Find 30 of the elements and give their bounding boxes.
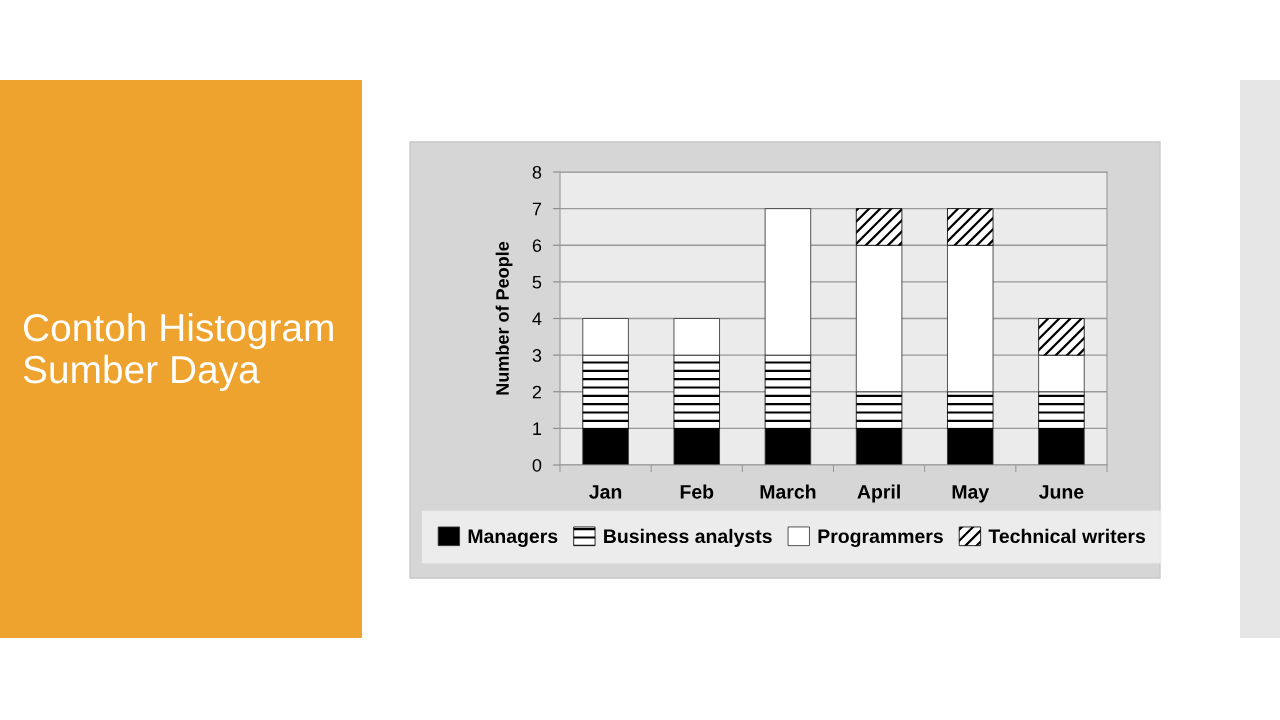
bar [855, 208, 903, 246]
y-tick-label: 8 [532, 165, 542, 179]
x-tick-label: May [952, 485, 990, 503]
bar [1038, 318, 1085, 356]
y-tick-label: 1 [533, 422, 542, 435]
bar [764, 208, 812, 356]
text: Contoh Histogram Sumber Daya [23, 312, 333, 392]
y-tick-label: 7 [532, 202, 542, 216]
bar [947, 244, 994, 393]
x-tick-label: Jan [589, 485, 622, 499]
y-tick-label: 5 [532, 276, 542, 289]
y-tick-label: 0 [532, 458, 542, 472]
y-axis-title: Number of People [495, 241, 513, 395]
x-tick-label: April [857, 484, 900, 503]
x-tick-label: Feb [680, 484, 714, 499]
x-tick-label: June [1039, 485, 1084, 499]
y-tick-label: 3 [532, 349, 542, 362]
legend-label: Programmers [818, 529, 943, 548]
bar [947, 208, 994, 246]
bar [582, 318, 629, 356]
y-tick-label: 4 [532, 312, 542, 326]
legend-label: Managers [468, 529, 558, 548]
x-tick-label: March [760, 484, 816, 499]
legend-label: Business analysts [604, 528, 772, 547]
y-tick-label: 2 [532, 385, 542, 399]
bar [1038, 354, 1085, 393]
legend-label: Technical writers [988, 528, 1146, 544]
bar [855, 244, 903, 393]
y-tick-label: 6 [532, 239, 542, 252]
bar [673, 318, 720, 356]
